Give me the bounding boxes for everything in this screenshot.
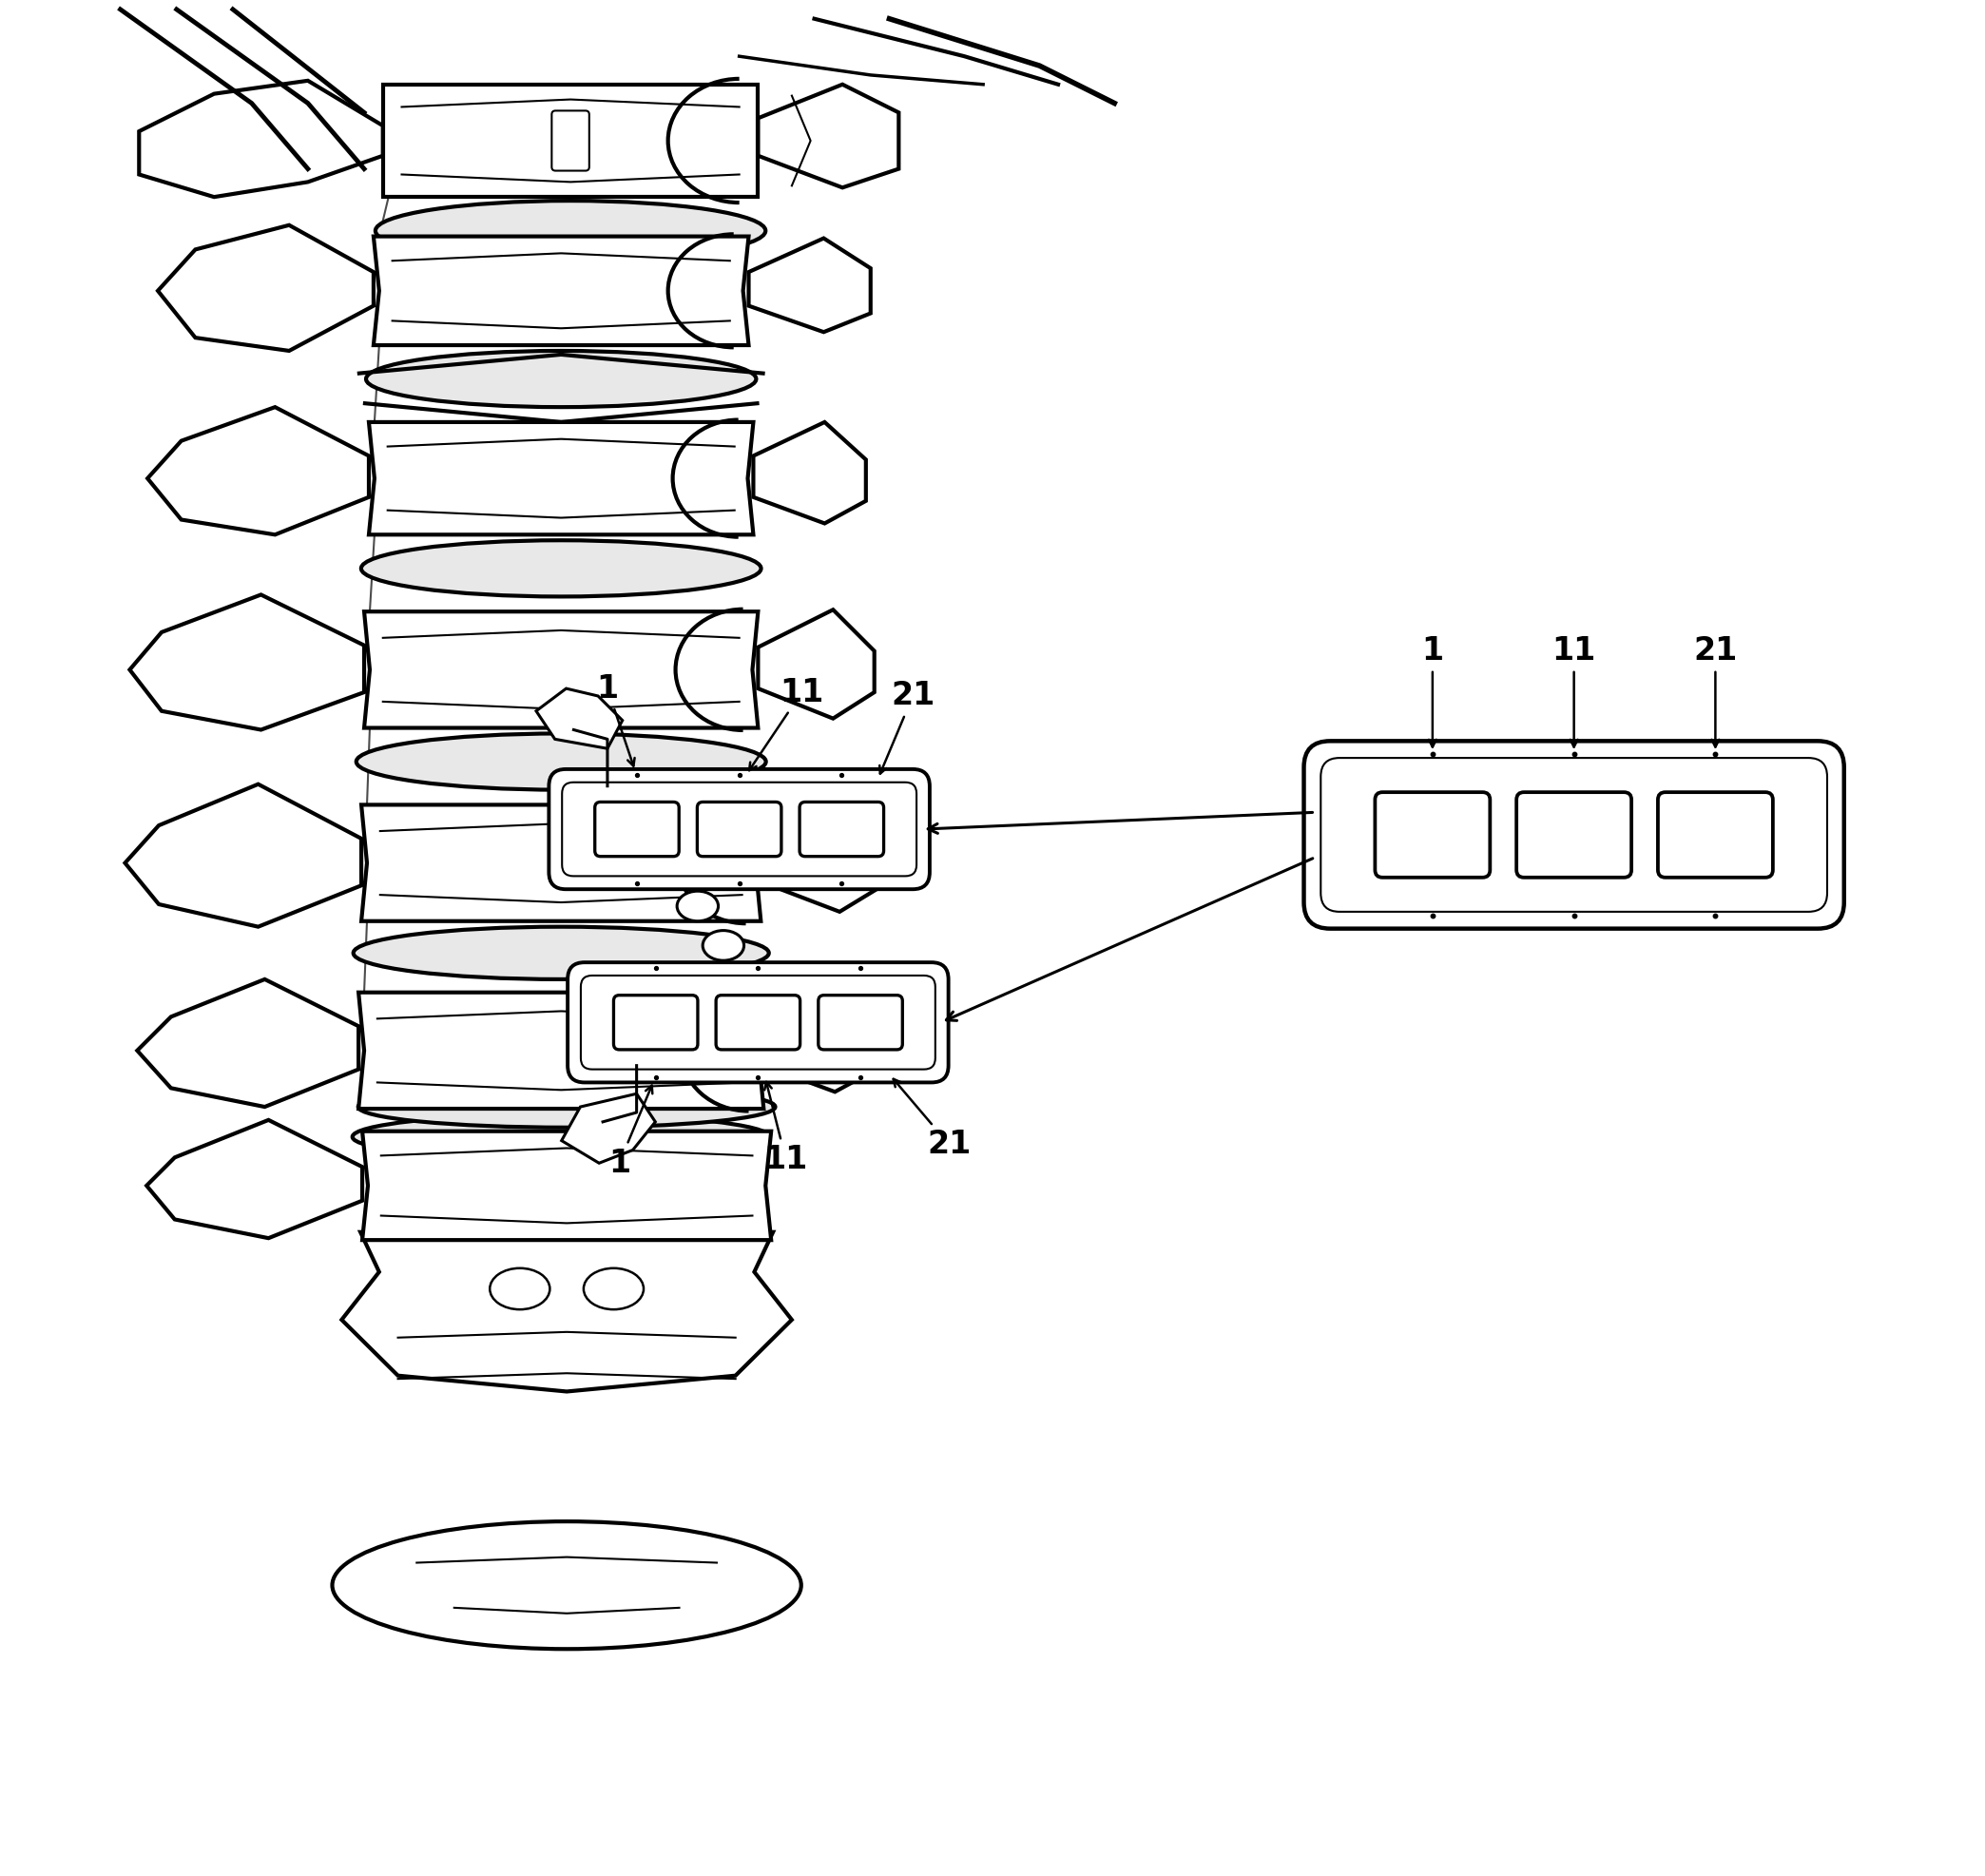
- Polygon shape: [137, 979, 359, 1107]
- FancyBboxPatch shape: [818, 994, 903, 1051]
- FancyBboxPatch shape: [1304, 741, 1844, 929]
- Text: 21: 21: [879, 681, 935, 773]
- Ellipse shape: [677, 891, 719, 921]
- Polygon shape: [764, 998, 875, 1092]
- Polygon shape: [125, 784, 361, 927]
- Polygon shape: [147, 407, 369, 535]
- FancyBboxPatch shape: [717, 994, 800, 1051]
- Text: 1: 1: [596, 673, 635, 765]
- Polygon shape: [361, 805, 760, 921]
- Polygon shape: [536, 688, 623, 749]
- Polygon shape: [369, 422, 754, 535]
- Polygon shape: [760, 803, 883, 912]
- Polygon shape: [363, 1131, 770, 1240]
- Text: 1: 1: [607, 1086, 653, 1178]
- Polygon shape: [139, 81, 383, 197]
- Text: 21: 21: [893, 1079, 971, 1159]
- FancyBboxPatch shape: [697, 801, 782, 855]
- Ellipse shape: [361, 540, 760, 597]
- FancyBboxPatch shape: [1657, 792, 1773, 878]
- Text: 11: 11: [764, 1082, 808, 1174]
- Polygon shape: [159, 225, 373, 351]
- Ellipse shape: [357, 1086, 776, 1127]
- FancyBboxPatch shape: [1517, 792, 1632, 878]
- Polygon shape: [341, 1233, 792, 1392]
- FancyBboxPatch shape: [800, 801, 883, 855]
- Polygon shape: [758, 84, 899, 188]
- Polygon shape: [758, 610, 873, 719]
- Polygon shape: [373, 236, 748, 345]
- Polygon shape: [562, 1094, 655, 1163]
- FancyBboxPatch shape: [568, 962, 949, 1082]
- FancyBboxPatch shape: [1320, 758, 1826, 912]
- Ellipse shape: [584, 1268, 643, 1309]
- Ellipse shape: [353, 1114, 770, 1159]
- Ellipse shape: [490, 1268, 550, 1309]
- Polygon shape: [147, 1120, 363, 1238]
- Text: 1: 1: [1421, 636, 1443, 747]
- FancyBboxPatch shape: [550, 769, 929, 889]
- Text: 21: 21: [1693, 636, 1737, 747]
- Polygon shape: [383, 84, 758, 197]
- Ellipse shape: [703, 930, 744, 961]
- Polygon shape: [748, 238, 871, 332]
- FancyBboxPatch shape: [562, 782, 917, 876]
- Ellipse shape: [365, 351, 756, 407]
- Ellipse shape: [353, 927, 768, 979]
- Text: 11: 11: [748, 677, 824, 771]
- Polygon shape: [359, 992, 764, 1109]
- Ellipse shape: [355, 734, 766, 790]
- FancyBboxPatch shape: [552, 111, 590, 171]
- Text: 11: 11: [1552, 636, 1596, 747]
- Ellipse shape: [331, 1521, 802, 1649]
- FancyBboxPatch shape: [1376, 792, 1491, 878]
- Polygon shape: [363, 612, 758, 728]
- FancyBboxPatch shape: [582, 976, 935, 1069]
- Ellipse shape: [375, 201, 766, 261]
- FancyBboxPatch shape: [613, 994, 699, 1051]
- Polygon shape: [754, 422, 865, 523]
- Polygon shape: [129, 595, 363, 730]
- FancyBboxPatch shape: [596, 801, 679, 855]
